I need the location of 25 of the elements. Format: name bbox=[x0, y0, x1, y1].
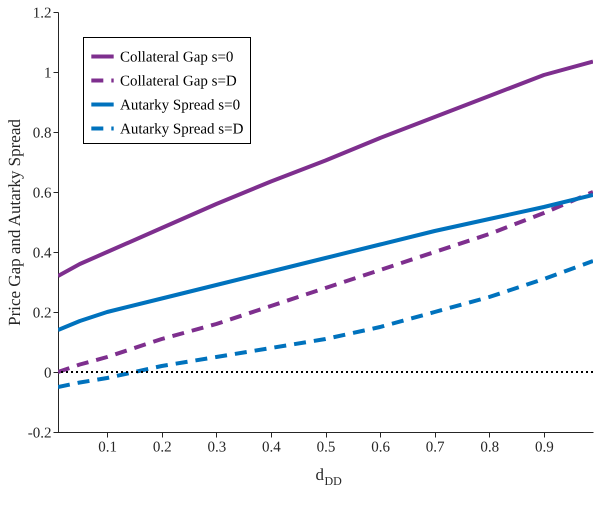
line-series bbox=[58, 259, 593, 389]
x-tick-label: 0.4 bbox=[262, 440, 282, 456]
x-tick-label: 0.3 bbox=[207, 440, 226, 456]
y-tick-label: 1.2 bbox=[32, 6, 52, 22]
y-tick-label: 0.6 bbox=[32, 186, 52, 202]
line-series bbox=[58, 193, 593, 332]
x-tick-label: 0.8 bbox=[480, 440, 500, 456]
x-tick-label: 0.6 bbox=[371, 440, 390, 456]
y-tick-label: -0.2 bbox=[28, 426, 52, 442]
y-tick-label: 0.2 bbox=[32, 306, 52, 322]
legend-label: Collateral Gap s=0 bbox=[120, 50, 234, 66]
legend-label: Autarky Spread s=D bbox=[120, 122, 244, 138]
y-axis-title: Price Gap and Autarky Spread bbox=[4, 118, 24, 326]
x-tick-label: 0.7 bbox=[426, 440, 446, 456]
x-tick-label: 0.1 bbox=[98, 440, 118, 456]
y-tick-label: 0.4 bbox=[32, 246, 52, 262]
y-tick-label: 1 bbox=[44, 66, 52, 82]
x-tick-label: 0.5 bbox=[316, 440, 336, 456]
legend-label: Collateral Gap s=D bbox=[120, 74, 237, 90]
legend-label: Autarky Spread s=0 bbox=[120, 98, 240, 114]
y-tick-label: 0 bbox=[44, 366, 52, 382]
y-tick-label: 0.8 bbox=[32, 126, 52, 142]
x-tick-label: 0.2 bbox=[152, 440, 172, 456]
x-tick-label: 0.9 bbox=[534, 440, 554, 456]
line-series bbox=[58, 190, 593, 374]
